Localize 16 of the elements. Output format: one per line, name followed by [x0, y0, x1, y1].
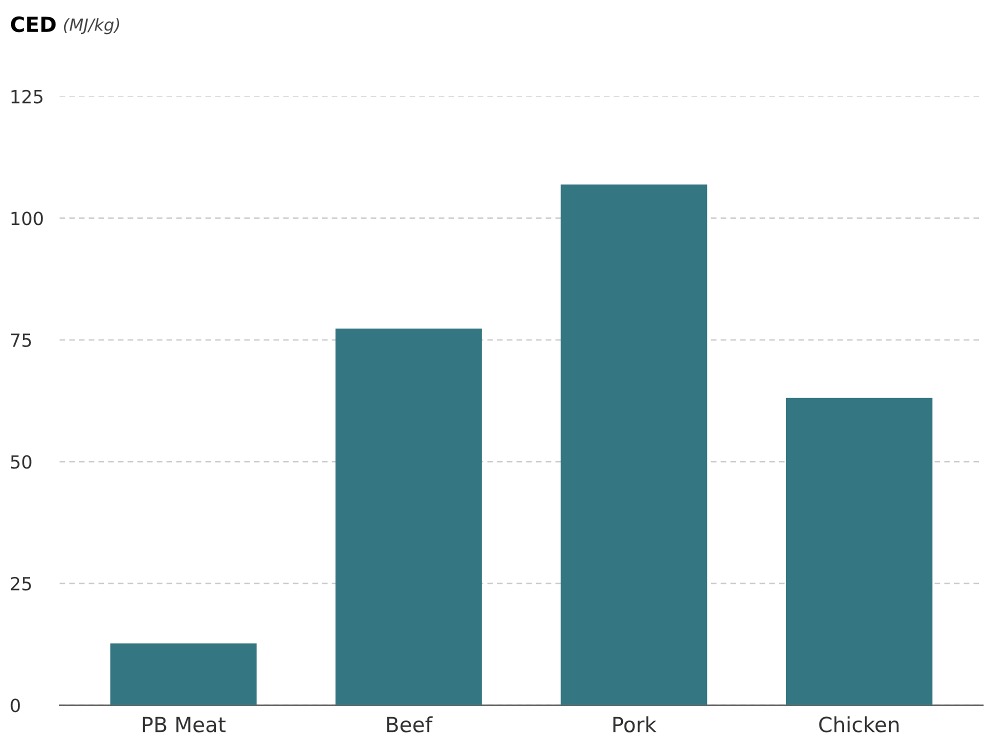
bar: [110, 643, 257, 706]
bar: [336, 328, 482, 706]
y-tick-label: 100: [12, 212, 43, 226]
x-tick-label: Chicken: [819, 716, 899, 732]
y-axis-title: (MJ/kg): [64, 18, 120, 34]
x-tick-label: Pork: [613, 716, 656, 732]
y-tick-label: 50: [10, 455, 32, 469]
y-tick-label: 75: [11, 334, 31, 347]
chart-title: CED: [10, 16, 56, 32]
bar: [560, 184, 708, 706]
x-tick-label: PB Meat: [142, 716, 226, 732]
y-tick-label: 25: [10, 576, 31, 591]
y-tick-label: 0: [10, 698, 20, 712]
x-tick-label: Beef: [387, 716, 433, 732]
y-tick-label: 125: [12, 90, 42, 104]
bar: [786, 398, 932, 706]
